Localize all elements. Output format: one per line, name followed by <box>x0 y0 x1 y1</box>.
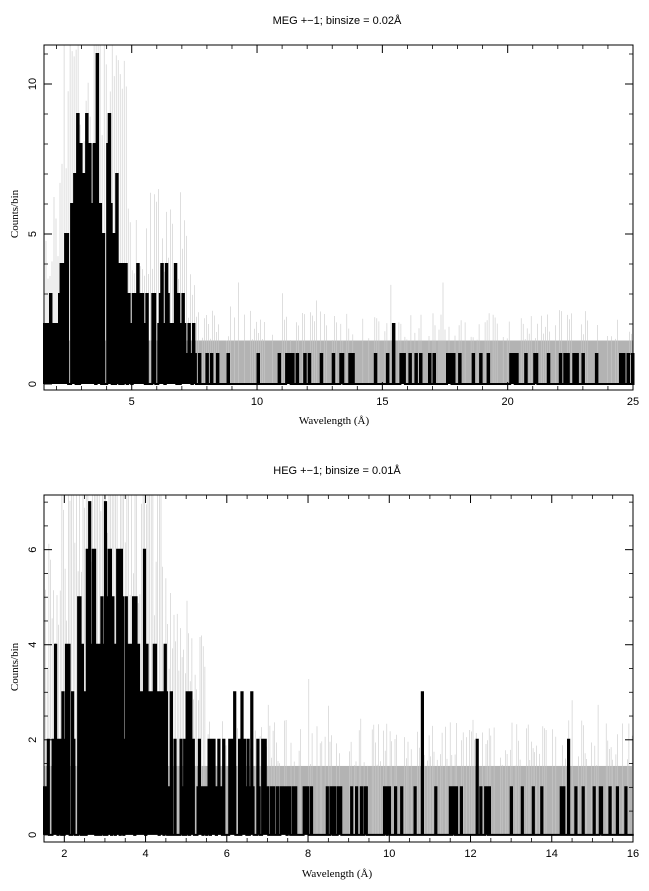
y-tick-label: 5 <box>27 231 39 237</box>
x-tick-label: 8 <box>305 848 311 860</box>
heg-chart-title: HEG +−1; binsize = 0.01Å <box>273 464 401 477</box>
plot-frame <box>43 44 634 391</box>
x-tick-label: 20 <box>502 396 514 408</box>
counts-histogram <box>43 53 635 385</box>
y-tick-label: 0 <box>27 832 39 838</box>
heg-panel: HEG +−1; binsize = 0.01Å 2 4 6 8 10 12 14 16 0 2 4… <box>9 464 639 880</box>
y-tick-label: 6 <box>27 547 39 553</box>
meg-axes: 5 10 15 20 25 0 5 10 <box>27 44 639 408</box>
heg-counts-series <box>43 501 634 836</box>
heg-y-axis-label: Counts/bin <box>9 642 21 691</box>
y-tick-label: 2 <box>27 737 39 743</box>
x-tick-label: 10 <box>383 848 395 860</box>
meg-chart-title: MEG +−1; binsize = 0.02Å <box>273 14 402 27</box>
y-tick-label: 0 <box>27 381 39 387</box>
heg-axes: 2 4 6 8 10 12 14 16 0 2 4 6 <box>27 494 639 860</box>
heg-x-axis-label: Wavelength (Å) <box>302 868 373 880</box>
meg-panel: MEG +−1; binsize = 0.02Å 5 10 15 20 25 0 5 10 W… <box>9 14 639 427</box>
x-tick-label: 4 <box>142 848 148 860</box>
x-tick-label: 16 <box>627 848 639 860</box>
x-tick-label: 15 <box>376 396 388 408</box>
y-tick-label: 10 <box>27 78 39 90</box>
x-tick-label: 10 <box>251 396 263 408</box>
x-tick-label: 25 <box>627 396 639 408</box>
x-tick-label: 14 <box>546 848 558 860</box>
y-tick-label: 4 <box>27 642 39 648</box>
counts-histogram <box>43 501 634 836</box>
x-tick-label: 6 <box>224 848 230 860</box>
x-tick-label: 5 <box>129 396 135 408</box>
meg-y-axis-label: Counts/bin <box>9 189 21 238</box>
x-tick-label: 12 <box>464 848 476 860</box>
meg-x-axis-label: Wavelength (Å) <box>299 415 370 427</box>
x-tick-label: 2 <box>61 848 67 860</box>
meg-counts-series <box>43 53 635 385</box>
